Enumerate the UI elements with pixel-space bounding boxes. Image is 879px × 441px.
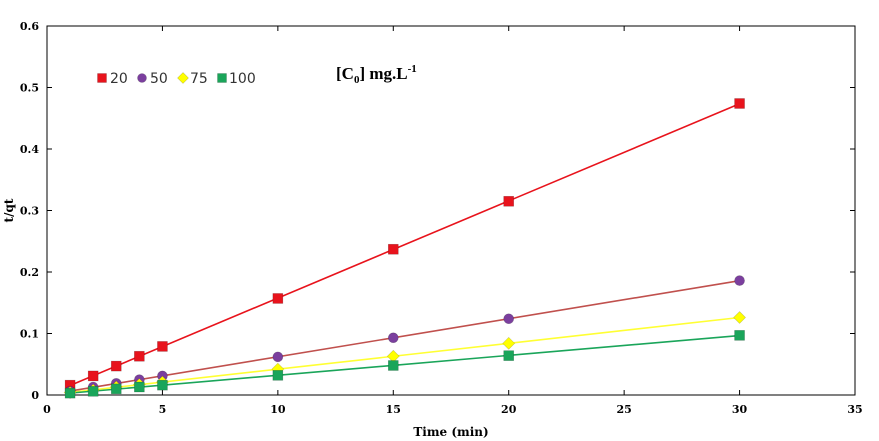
legend-marker-100 (217, 73, 227, 83)
legend-label-20: 20 (110, 71, 128, 87)
series-50-point (503, 313, 515, 325)
x-tick-label: 20 (501, 403, 517, 416)
legend-label-100: 100 (229, 71, 256, 87)
y-axis-title: t/qt (2, 198, 16, 222)
x-axis-title: Time (min) (413, 425, 488, 439)
series-100-point (134, 381, 145, 393)
legend: 20 50 75 100 (97, 71, 256, 87)
series-75-point (733, 311, 746, 324)
series-100-point (64, 387, 76, 399)
plot-frame (46, 25, 856, 396)
series-100-point (503, 350, 515, 361)
series-20-point (272, 293, 284, 304)
y-tick-label: 0.6 (20, 20, 39, 33)
legend-marker-50 (137, 73, 147, 83)
series-100-point (87, 386, 99, 397)
series-50-point (734, 275, 745, 286)
y-tick-label: 0.4 (20, 143, 39, 156)
y-tick-label: 0 (31, 389, 39, 402)
series-20-point (134, 350, 145, 362)
legend-marker-75 (177, 72, 189, 84)
series-50-point (272, 351, 284, 363)
x-tick-label: 35 (847, 403, 862, 416)
series-100-trend-line (70, 334, 740, 394)
y-tick-label: 0.2 (20, 266, 39, 279)
series-100-point (734, 330, 745, 341)
series-20-trend-line (69, 103, 740, 387)
series-75-trend-line (69, 316, 740, 394)
series-markers (63, 98, 746, 399)
series-100-point (272, 370, 284, 381)
series-20-point (157, 341, 168, 352)
x-tick-label: 15 (386, 403, 401, 416)
series-20-point (503, 195, 515, 207)
series-100-point (157, 379, 168, 391)
legend-marker-20 (97, 73, 107, 83)
legend-label-75: 75 (190, 71, 208, 87)
y-tick-label: 0.3 (20, 205, 39, 218)
x-tick-label: 0 (43, 403, 51, 416)
series-lines (69, 103, 740, 394)
series-50-trend-line (69, 279, 740, 392)
x-tick-label: 5 (159, 403, 167, 416)
x-tick-label: 25 (616, 403, 631, 416)
y-tick-label: 0.5 (20, 82, 39, 95)
series-100-point (110, 383, 122, 395)
x-tick-label: 30 (732, 403, 748, 416)
series-100-point (387, 360, 399, 371)
legend-label-50: 50 (150, 71, 168, 87)
y-tick-label: 0.1 (20, 328, 39, 341)
series-75-point (502, 336, 516, 350)
concentration-annotation: [C0] mg.L-1 (336, 63, 417, 86)
series-20-point (387, 243, 399, 255)
series-20-point (87, 370, 99, 382)
series-20-point (734, 98, 745, 109)
series-50-point (387, 332, 399, 344)
axes: 0 5 10 15 20 25 30 35 0 0.1 0.2 0.3 0.4 0.5 0.6 Time (m… (2, 20, 863, 439)
series-20-point (110, 360, 122, 372)
x-tick-label: 10 (270, 403, 286, 416)
